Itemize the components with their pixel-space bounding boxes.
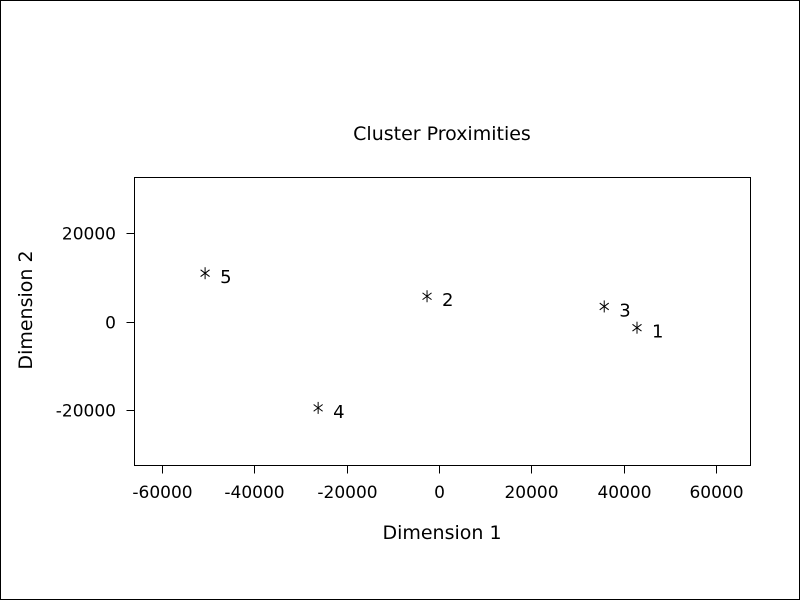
point-label: 3 [619,300,630,321]
point-label: 5 [220,267,231,288]
x-axis-label: Dimension 1 [382,522,501,544]
asterisk-marker-stroke [200,269,210,277]
x-axis: -60000 -40000 -20000 0 20000 40000 60000 [132,465,744,503]
asterisk-marker-stroke [632,323,642,332]
point-label: 4 [333,402,344,423]
y-tick-label: -20000 [56,402,116,422]
y-axis: -20000 0 20000 [56,225,135,422]
data-point: 5 [200,267,232,288]
x-tick-label: 60000 [689,483,743,503]
y-tick-label: 20000 [62,225,116,245]
asterisk-marker-stroke [313,404,323,412]
y-axis-label: Dimension 2 [15,250,37,369]
chart-title: Cluster Proximities [353,123,531,145]
x-tick-label: 20000 [504,483,558,503]
x-tick-label: -20000 [317,483,377,503]
asterisk-marker-stroke [599,302,610,311]
data-point: 1 [632,321,663,343]
data-point: 2 [422,290,453,311]
point-label: 2 [442,290,453,311]
data-points: 1 2 3 4 5 [200,267,663,423]
data-point: 4 [313,401,345,423]
plot-area [134,177,751,466]
asterisk-marker-stroke [422,292,432,301]
x-tick-label: 0 [434,483,445,503]
data-point: 3 [599,300,631,321]
x-tick-label: -40000 [224,483,284,503]
y-tick-label: 0 [105,314,116,334]
x-tick-label: 40000 [597,483,651,503]
point-label: 1 [652,322,663,343]
x-tick-label: -60000 [132,483,192,503]
